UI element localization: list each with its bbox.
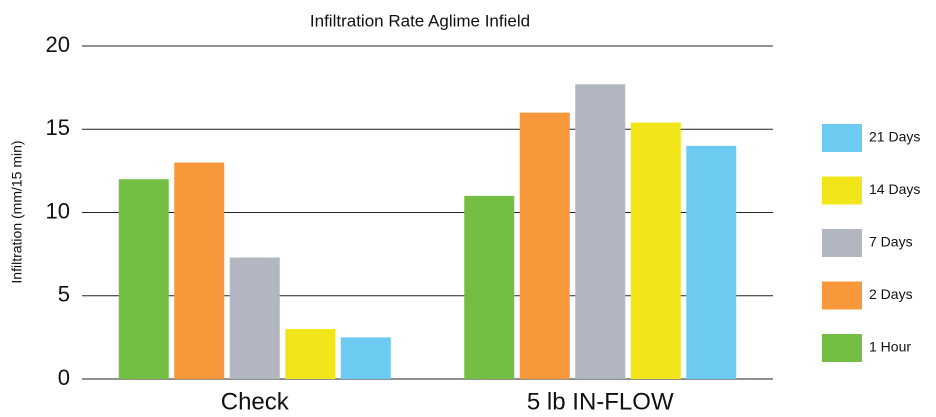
bar — [229, 257, 280, 379]
bar — [340, 337, 391, 379]
legend-label: 1 Hour — [869, 339, 911, 355]
y-tick-label: 5 — [58, 282, 70, 307]
x-tick-label: Check — [221, 388, 290, 415]
legend-label: 14 Days — [869, 181, 920, 197]
chart-title: Infiltration Rate Aglime Infield — [310, 11, 530, 30]
bar — [575, 84, 626, 380]
bar — [174, 162, 225, 379]
legend-swatch — [822, 176, 862, 205]
y-tick-label: 10 — [46, 198, 70, 223]
bar — [630, 122, 681, 379]
legend-label: 7 Days — [869, 234, 913, 250]
legend-swatch — [822, 281, 862, 310]
legend-swatch — [822, 334, 862, 362]
bar — [285, 329, 336, 379]
bar — [519, 112, 570, 379]
y-tick-label: 15 — [46, 115, 70, 140]
y-tick-label: 20 — [46, 32, 70, 57]
y-axis-label: Infiltration (mm/15 min) — [9, 140, 25, 283]
bar — [118, 179, 169, 379]
x-tick-label: 5 lb IN-FLOW — [527, 388, 674, 415]
bar — [686, 145, 737, 379]
legend-swatch — [822, 124, 862, 152]
bar — [464, 195, 515, 379]
y-tick-label: 0 — [58, 365, 70, 390]
legend-swatch — [822, 229, 862, 257]
legend-label: 2 Days — [869, 286, 913, 302]
legend-label: 21 Days — [869, 129, 920, 145]
